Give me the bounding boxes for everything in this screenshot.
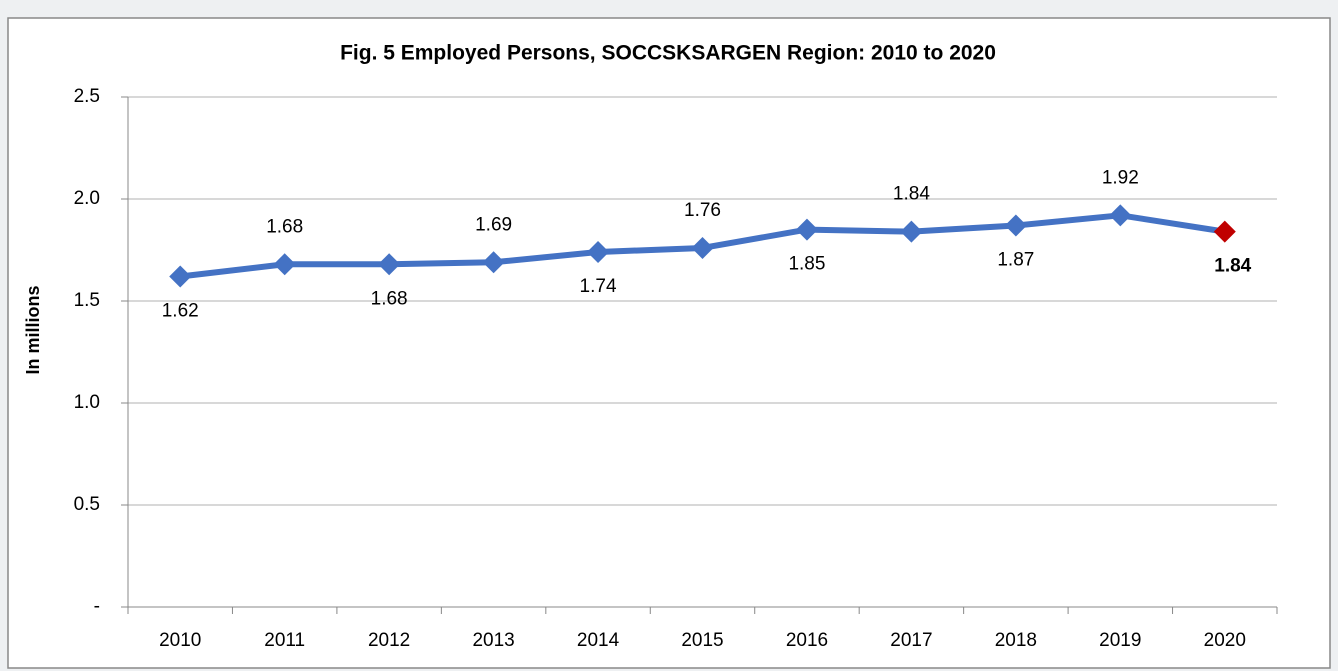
y-tick-label: 2.0: [74, 188, 100, 209]
marker: [795, 218, 818, 241]
x-tick-label: 2017: [890, 630, 932, 651]
y-tick-label: 0.5: [74, 494, 100, 515]
data-label: 1.76: [684, 200, 721, 221]
data-label: 1.84: [1214, 256, 1251, 277]
data-label: 1.92: [1102, 167, 1139, 188]
x-tick-label: 2014: [577, 630, 620, 651]
y-tick-label: 1.0: [74, 392, 100, 413]
data-label: 1.62: [162, 301, 199, 322]
x-tick-label: 2019: [1099, 630, 1141, 651]
x-tick-label: 2010: [159, 630, 201, 651]
data-label: 1.68: [266, 216, 303, 237]
data-label: 1.84: [893, 184, 930, 205]
marker: [1109, 204, 1132, 227]
x-tick-label: 2013: [472, 630, 514, 651]
x-tick-label: 2015: [681, 630, 723, 651]
marker: [169, 265, 192, 288]
data-label: 1.69: [475, 214, 512, 235]
marker: [587, 241, 610, 264]
y-tick-label: 1.5: [74, 290, 100, 311]
data-label: 1.68: [371, 288, 408, 309]
x-tick-label: 2018: [995, 630, 1037, 651]
data-label: 1.74: [580, 276, 617, 297]
marker: [482, 251, 505, 274]
y-tick-label: -: [94, 596, 100, 617]
marker: [1213, 220, 1236, 243]
x-tick-label: 2016: [786, 630, 828, 651]
marker: [378, 253, 401, 276]
data-label: 1.85: [788, 254, 825, 275]
y-tick-label: 2.5: [74, 86, 100, 107]
x-tick-label: 2020: [1204, 630, 1246, 651]
data-label: 1.87: [997, 250, 1034, 271]
y-axis-label: In millions: [23, 285, 43, 374]
marker: [1004, 214, 1027, 237]
marker: [900, 220, 923, 243]
x-tick-label: 2012: [368, 630, 410, 651]
marker: [691, 236, 714, 259]
marker: [273, 253, 296, 276]
x-tick-label: 2011: [264, 630, 305, 651]
chart-frame: [7, 17, 1331, 669]
chart-title: Fig. 5 Employed Persons, SOCCSKSARGEN Re…: [340, 42, 996, 65]
